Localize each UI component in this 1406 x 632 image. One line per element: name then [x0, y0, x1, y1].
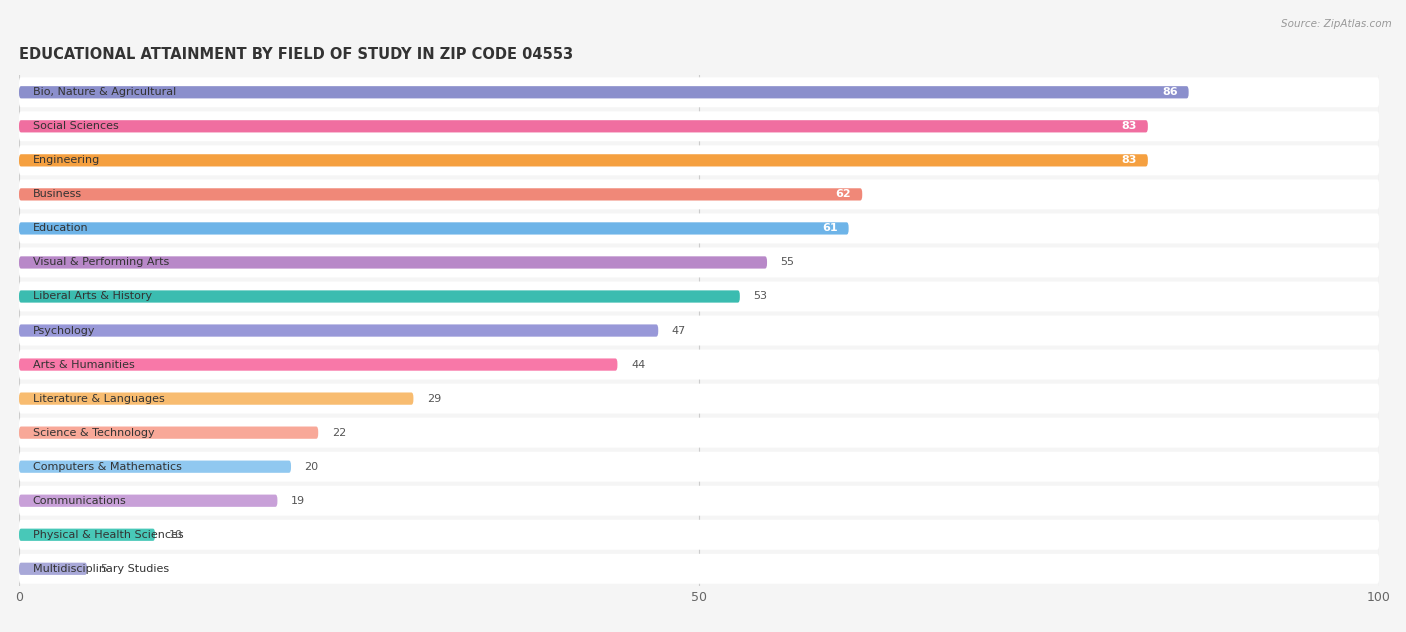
Text: 55: 55: [780, 257, 794, 267]
FancyBboxPatch shape: [20, 384, 1379, 413]
FancyBboxPatch shape: [20, 179, 1379, 209]
Text: EDUCATIONAL ATTAINMENT BY FIELD OF STUDY IN ZIP CODE 04553: EDUCATIONAL ATTAINMENT BY FIELD OF STUDY…: [20, 47, 574, 61]
FancyBboxPatch shape: [20, 290, 740, 303]
Text: 83: 83: [1122, 121, 1137, 131]
FancyBboxPatch shape: [20, 358, 617, 371]
Text: Liberal Arts & History: Liberal Arts & History: [32, 291, 152, 301]
FancyBboxPatch shape: [20, 427, 318, 439]
Text: Multidisciplinary Studies: Multidisciplinary Studies: [32, 564, 169, 574]
FancyBboxPatch shape: [20, 452, 1379, 482]
FancyBboxPatch shape: [20, 324, 658, 337]
FancyBboxPatch shape: [20, 392, 413, 404]
Text: 62: 62: [835, 190, 852, 199]
Text: 61: 61: [823, 224, 838, 233]
FancyBboxPatch shape: [20, 349, 1379, 380]
FancyBboxPatch shape: [20, 257, 768, 269]
Text: Visual & Performing Arts: Visual & Performing Arts: [32, 257, 169, 267]
FancyBboxPatch shape: [20, 461, 291, 473]
FancyBboxPatch shape: [20, 562, 87, 575]
FancyBboxPatch shape: [20, 214, 1379, 243]
FancyBboxPatch shape: [20, 554, 1379, 584]
FancyBboxPatch shape: [20, 315, 1379, 346]
FancyBboxPatch shape: [20, 111, 1379, 142]
FancyBboxPatch shape: [20, 77, 1379, 107]
Text: 10: 10: [169, 530, 183, 540]
Text: 5: 5: [101, 564, 108, 574]
Text: Physical & Health Sciences: Physical & Health Sciences: [32, 530, 183, 540]
FancyBboxPatch shape: [20, 281, 1379, 312]
Text: Science & Technology: Science & Technology: [32, 428, 155, 437]
Text: 86: 86: [1163, 87, 1178, 97]
Text: Engineering: Engineering: [32, 155, 100, 166]
Text: Communications: Communications: [32, 495, 127, 506]
FancyBboxPatch shape: [20, 145, 1379, 175]
FancyBboxPatch shape: [20, 86, 1188, 99]
Text: Arts & Humanities: Arts & Humanities: [32, 360, 135, 370]
Text: 22: 22: [332, 428, 346, 437]
FancyBboxPatch shape: [20, 418, 1379, 447]
Text: Social Sciences: Social Sciences: [32, 121, 118, 131]
FancyBboxPatch shape: [20, 222, 849, 234]
FancyBboxPatch shape: [20, 120, 1147, 133]
Text: Psychology: Psychology: [32, 325, 96, 336]
FancyBboxPatch shape: [20, 486, 1379, 516]
Text: Bio, Nature & Agricultural: Bio, Nature & Agricultural: [32, 87, 176, 97]
Text: Business: Business: [32, 190, 82, 199]
Text: 44: 44: [631, 360, 645, 370]
Text: 20: 20: [305, 462, 319, 471]
FancyBboxPatch shape: [20, 520, 1379, 550]
Text: 53: 53: [754, 291, 768, 301]
FancyBboxPatch shape: [20, 495, 277, 507]
Text: Literature & Languages: Literature & Languages: [32, 394, 165, 404]
FancyBboxPatch shape: [20, 188, 862, 200]
Text: Computers & Mathematics: Computers & Mathematics: [32, 462, 181, 471]
Text: 29: 29: [427, 394, 441, 404]
FancyBboxPatch shape: [20, 528, 155, 541]
Text: Source: ZipAtlas.com: Source: ZipAtlas.com: [1281, 19, 1392, 29]
FancyBboxPatch shape: [20, 154, 1147, 166]
Text: 19: 19: [291, 495, 305, 506]
FancyBboxPatch shape: [20, 248, 1379, 277]
Text: 83: 83: [1122, 155, 1137, 166]
Text: 47: 47: [672, 325, 686, 336]
Text: Education: Education: [32, 224, 89, 233]
